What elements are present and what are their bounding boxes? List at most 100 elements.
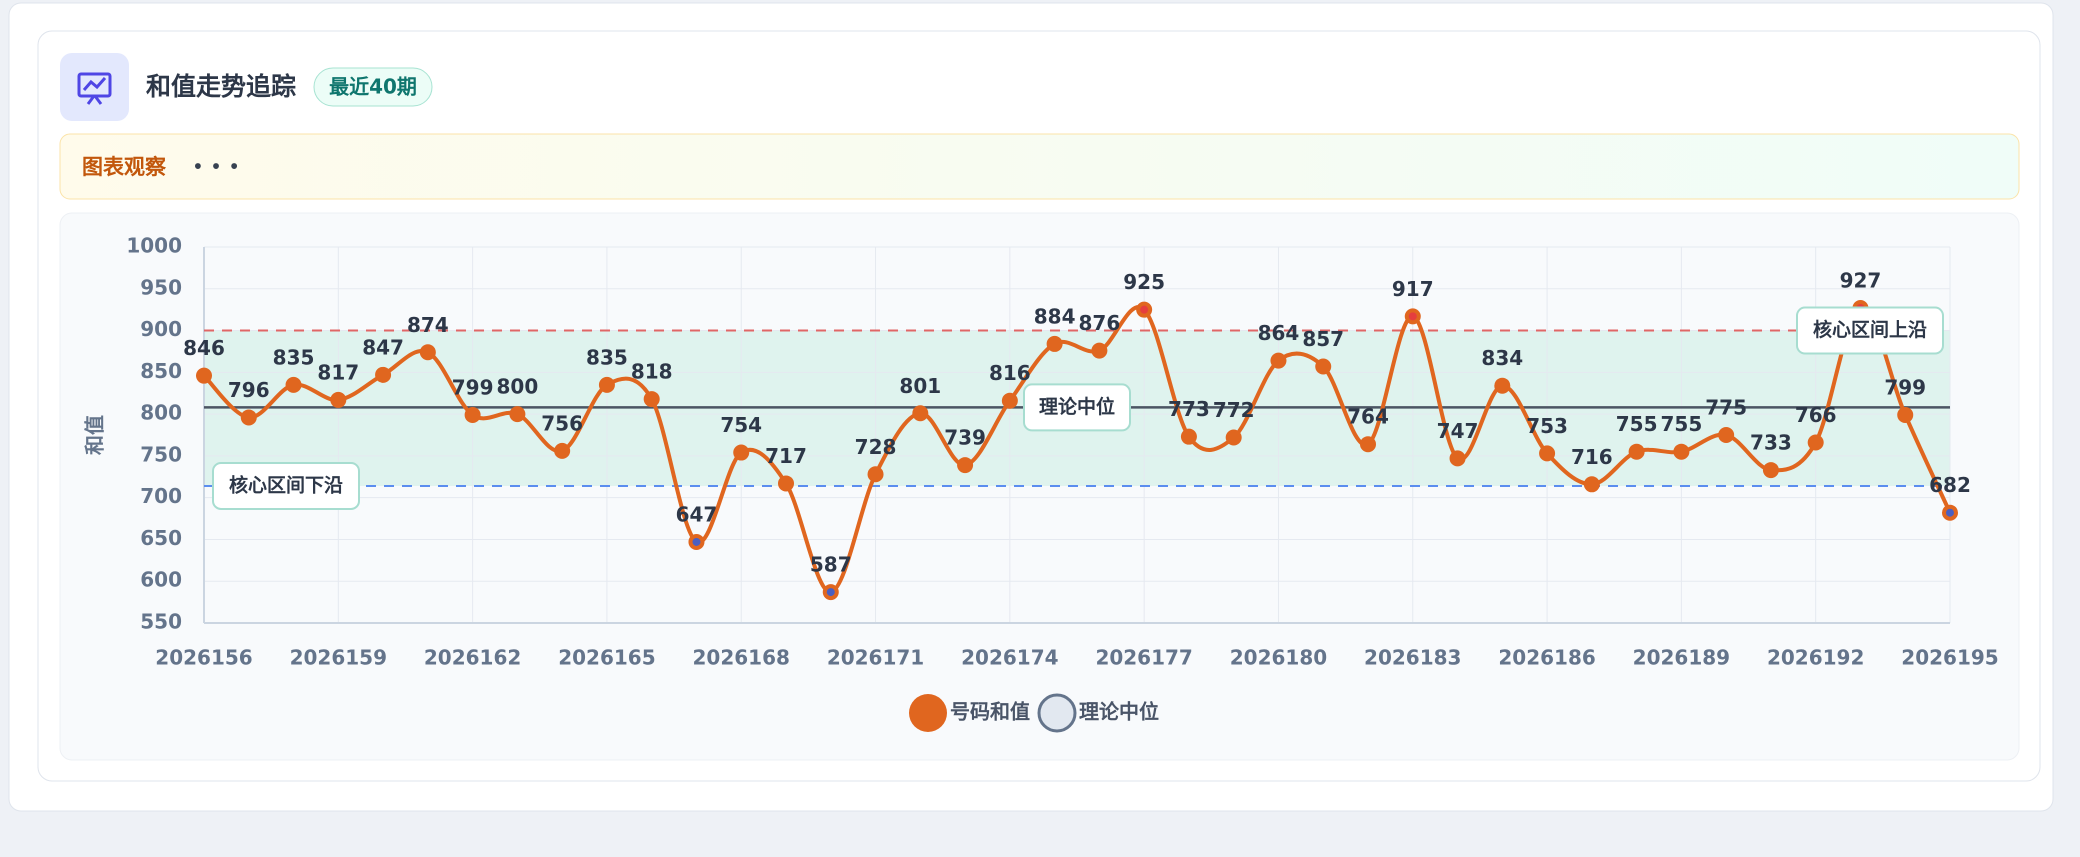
data-point xyxy=(464,406,481,423)
data-point xyxy=(867,466,884,483)
value-label: 927 xyxy=(1840,268,1882,292)
data-point xyxy=(1001,392,1018,409)
data-point xyxy=(1225,429,1242,446)
notice-text: • • • xyxy=(192,155,240,179)
y-tick-label: 850 xyxy=(140,359,182,383)
x-tick-label: 2026195 xyxy=(1901,646,1998,670)
data-point xyxy=(509,406,526,423)
value-label: 587 xyxy=(810,553,852,577)
value-label: 818 xyxy=(631,360,673,384)
low-dot xyxy=(826,588,835,597)
data-point xyxy=(778,475,794,492)
icon-glyph xyxy=(77,72,112,105)
value-label: 801 xyxy=(899,374,941,398)
data-point xyxy=(643,391,660,408)
value-label: 716 xyxy=(1571,445,1613,469)
data-point xyxy=(285,376,302,393)
value-label: 773 xyxy=(1168,397,1210,421)
low-dot xyxy=(1946,508,1954,517)
data-point xyxy=(1360,436,1376,453)
y-tick-label: 550 xyxy=(140,610,182,634)
value-label: 756 xyxy=(541,411,583,435)
icon xyxy=(60,53,129,121)
value-label: 682 xyxy=(1929,473,1971,497)
value-label: 775 xyxy=(1705,396,1747,420)
annotation: 核心区间上沿 xyxy=(1813,318,1927,341)
y-tick-label: 1000 xyxy=(126,234,182,258)
value-label: 728 xyxy=(855,435,897,459)
annotation-box xyxy=(1796,306,1944,355)
x-tick-label: 2026192 xyxy=(1767,646,1864,670)
data-point xyxy=(1449,450,1466,467)
x-tick-label: 2026189 xyxy=(1633,646,1730,670)
value-label: 800 xyxy=(497,375,539,399)
x-tick-label: 2026186 xyxy=(1498,646,1595,670)
value-label: 847 xyxy=(362,335,404,359)
data-point xyxy=(733,444,750,461)
value-label: 739 xyxy=(944,426,986,450)
annotation: 理论中位 xyxy=(1039,395,1115,418)
data-point xyxy=(1180,428,1197,445)
data-point xyxy=(912,405,929,422)
x-tick-label: 2026183 xyxy=(1364,646,1461,670)
value-label: 717 xyxy=(765,444,807,468)
value-label: 846 xyxy=(183,336,225,360)
value-label: 835 xyxy=(586,345,628,369)
high-dot xyxy=(1140,305,1149,314)
x-tick-label: 2026168 xyxy=(693,646,790,670)
value-label: 796 xyxy=(228,378,270,402)
notice-label: 图表观察 xyxy=(82,155,167,179)
badge: 最近40期 xyxy=(329,75,417,99)
annotation: 核心区间下沿 xyxy=(229,473,343,496)
value-label: 764 xyxy=(1347,405,1389,429)
data-point xyxy=(1583,476,1600,493)
value-label: 874 xyxy=(407,313,449,337)
data-point xyxy=(1628,443,1645,460)
data-point xyxy=(1539,445,1556,462)
data-point xyxy=(957,457,974,474)
value-label: 772 xyxy=(1213,398,1255,422)
annotation-box xyxy=(212,461,360,510)
y-tick-label: 800 xyxy=(140,401,182,425)
notice-bg xyxy=(59,133,2020,200)
value-label: 876 xyxy=(1079,311,1121,335)
value-label: 925 xyxy=(1123,270,1165,294)
value-label: 864 xyxy=(1258,321,1300,345)
value-label: 753 xyxy=(1526,414,1568,438)
data-point xyxy=(1315,358,1332,375)
data-point xyxy=(330,391,347,408)
x-tick-label: 2026159 xyxy=(290,646,387,670)
title: 和值走势追踪 xyxy=(146,72,296,101)
data-point xyxy=(196,367,212,384)
x-tick-label: 2026174 xyxy=(961,646,1058,670)
legend-marker xyxy=(1037,693,1077,733)
data-point xyxy=(1807,434,1824,451)
high-dot xyxy=(1408,312,1417,321)
data-point xyxy=(1091,342,1108,359)
x-tick-label: 2026162 xyxy=(424,646,521,670)
y-tick-label: 950 xyxy=(140,275,182,299)
legend-label: 号码和值 xyxy=(950,700,1030,724)
data-point xyxy=(1673,443,1690,460)
y-tick-label: 650 xyxy=(140,526,182,550)
value-label: 733 xyxy=(1750,431,1792,455)
value-label: 755 xyxy=(1661,412,1703,436)
data-point xyxy=(1270,352,1287,369)
x-tick-label: 2026180 xyxy=(1230,646,1327,670)
y-tick-label: 900 xyxy=(140,317,182,341)
value-label: 647 xyxy=(676,502,718,526)
value-label: 766 xyxy=(1795,403,1837,427)
data-point xyxy=(1718,427,1735,443)
legend-marker xyxy=(909,694,947,732)
data-point xyxy=(375,366,392,383)
value-label: 816 xyxy=(989,361,1031,385)
value-label: 799 xyxy=(452,375,494,399)
value-label: 884 xyxy=(1034,304,1076,328)
x-tick-label: 2026177 xyxy=(1095,646,1192,670)
x-tick-label: 2026156 xyxy=(155,646,252,670)
value-label: 835 xyxy=(273,345,315,369)
data-point xyxy=(1046,335,1063,352)
x-tick-label: 2026165 xyxy=(558,646,655,670)
data-point xyxy=(240,409,257,426)
